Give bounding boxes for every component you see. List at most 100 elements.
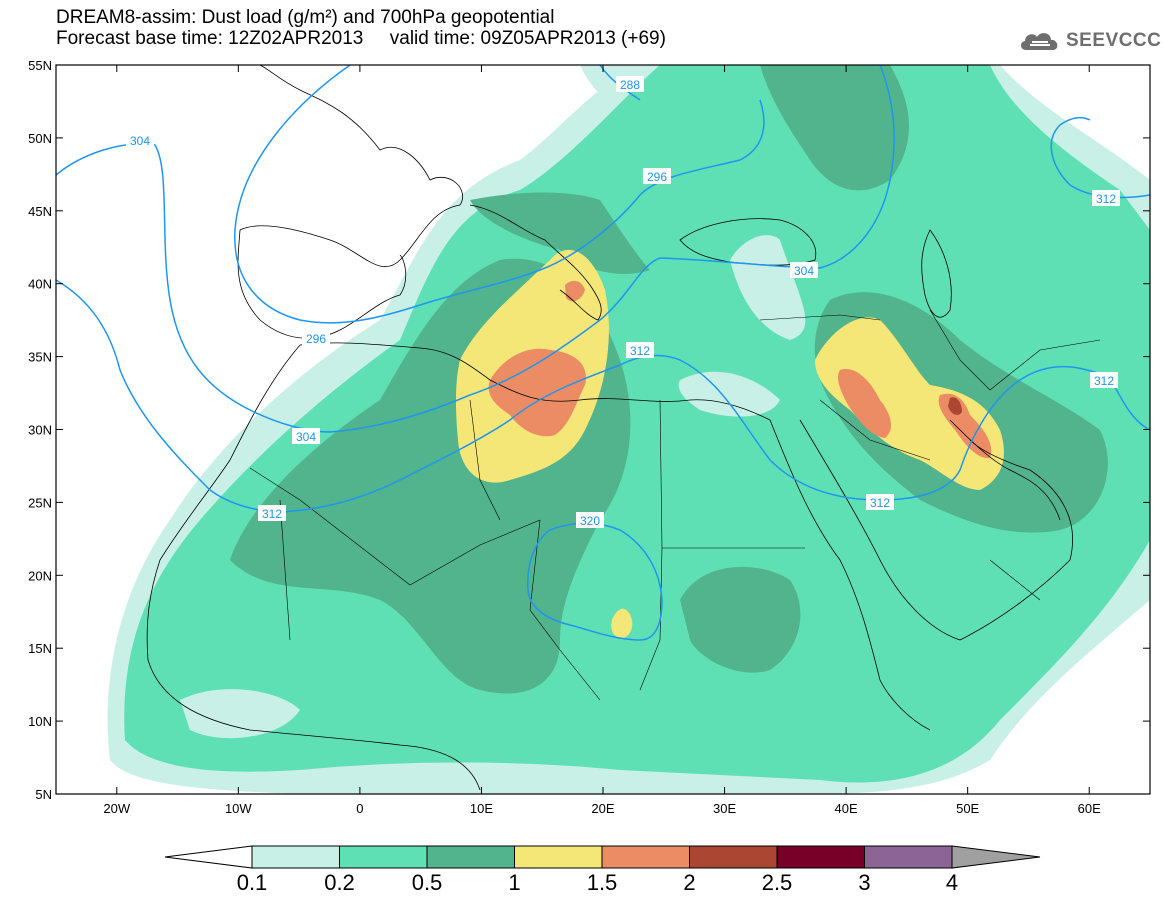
border-algeria-libya — [469, 399, 501, 521]
svg-text:304: 304 — [130, 134, 150, 148]
svg-text:304: 304 — [296, 430, 316, 444]
coastline-caspian — [921, 229, 952, 318]
colorbar-swatch — [426, 845, 515, 869]
lon-tick-label: 30E — [713, 801, 736, 816]
lon-tick-label: 10E — [470, 801, 493, 816]
lat-tick-label: 40N — [28, 277, 52, 292]
svg-text:296: 296 — [306, 332, 326, 346]
coastline-arabia — [799, 419, 1073, 641]
dust-region-0-5-east-sahara — [680, 566, 801, 673]
lat-tick-label: 55N — [28, 58, 52, 73]
lat-tick-label: 30N — [28, 423, 52, 438]
svg-text:312: 312 — [870, 496, 890, 510]
dust-region-0-2-hole-egypt — [678, 371, 780, 417]
colorbar-swatch — [776, 845, 865, 869]
contour-label: 304 — [790, 262, 818, 278]
svg-text:312: 312 — [630, 344, 650, 358]
border-chad — [529, 519, 601, 701]
contour-label: 312 — [1092, 190, 1120, 206]
colorbar-swatch — [251, 845, 340, 869]
contour-label-group: 288 296 304 304 296 312 304 312 312 320 … — [126, 76, 1120, 528]
colorbar-tick-label: 3 — [858, 870, 870, 895]
contour-label: 296 — [643, 168, 671, 184]
colorbar-tick-label: 4 — [946, 870, 958, 895]
lat-tick-label: 35N — [28, 350, 52, 365]
contour-label: 312 — [1090, 372, 1118, 388]
contour-label: 312 — [626, 342, 654, 358]
latitude-axis: 55N 50N 45N 40N 35N 30N 25N 20N 15N 10N 5N — [28, 58, 1150, 802]
colorbar-under-arrow — [164, 845, 253, 869]
seevccc-logo: SEEVCCC — [1018, 28, 1162, 54]
geopotential-contours — [56, 65, 1150, 641]
lat-tick-label: 45N — [28, 204, 52, 219]
dust-region-2-gulf — [948, 397, 962, 415]
contour-label: 288 — [616, 76, 644, 92]
contour-label: 296 — [302, 330, 330, 346]
contour-label: 304 — [126, 132, 154, 148]
coastline-black-sea — [679, 218, 817, 266]
longitude-axis: 20W 10W 0 10E 20E 30E 40E 50E 60E — [103, 65, 1101, 816]
colorbar-tick-label: 1 — [508, 870, 520, 895]
dust-region-1-5-iraq — [837, 369, 892, 438]
dust-region-1-5-libya — [488, 348, 586, 437]
svg-text:304: 304 — [794, 264, 814, 278]
border-saudi-iraq — [819, 399, 931, 461]
dust-region-0-5-north — [470, 192, 650, 274]
brand-name: SEEVCCC — [1066, 30, 1162, 51]
contour-label: 312 — [866, 494, 894, 510]
border-sudan-chad — [639, 547, 663, 691]
colorbar-swatch — [339, 845, 428, 869]
border-libya-egypt — [659, 399, 663, 549]
dust-region-0-2-hole-west — [180, 689, 300, 739]
border-sahel — [249, 467, 541, 586]
colorbar-tick-label: 1.5 — [587, 870, 618, 895]
svg-text:312: 312 — [262, 507, 282, 521]
cloud-logo-icon — [1020, 33, 1058, 50]
lon-tick-label: 20W — [103, 801, 130, 816]
coastline-red-sea — [769, 419, 931, 731]
svg-text:312: 312 — [1094, 374, 1114, 388]
coastline-iberia — [237, 229, 407, 339]
border-iran — [929, 309, 1101, 391]
colorbar: 0.1 0.2 0.5 1 1.5 2 2.5 3 4 — [164, 845, 1041, 895]
contour-304-west — [56, 279, 281, 513]
colorbar-tick-label: 0.5 — [412, 870, 443, 895]
dust-region-1-iraq — [815, 317, 1004, 490]
colorbar-tick-label: 2.5 — [762, 870, 793, 895]
map-subtitle: Forecast base time: 12Z02APR2013 valid t… — [56, 29, 666, 49]
colorbar-over-arrow — [951, 845, 1041, 869]
valid-time-label: valid time: 09Z05APR2013 (+69) — [389, 28, 666, 49]
coastline-west-africa — [146, 344, 481, 791]
colorbar-swatch — [864, 845, 953, 869]
colorbar-tick-label: 0.1 — [237, 870, 268, 895]
contour-label: 304 — [292, 428, 320, 444]
map-area: 288 296 304 304 296 312 304 312 312 320 … — [56, 65, 1150, 794]
coastline-europe — [239, 65, 463, 267]
coastline-gulf — [949, 419, 1061, 521]
lon-tick-label: 50E — [956, 801, 979, 816]
lat-tick-label: 20N — [28, 568, 52, 583]
map-title: DREAM8-assim: Dust load (g/m²) and 700hP… — [56, 7, 555, 28]
border-mali-niger — [279, 499, 291, 641]
dust-region-0-5-caucasus — [760, 65, 909, 191]
colorbar-swatch — [689, 845, 778, 869]
contour-312-south — [279, 354, 1111, 513]
dust-region-0-2 — [124, 65, 1150, 783]
lat-tick-label: 5N — [35, 787, 52, 802]
svg-text:312: 312 — [1096, 192, 1116, 206]
svg-text:288: 288 — [620, 78, 640, 92]
country-borders — [249, 309, 1101, 701]
coastlines — [146, 65, 1073, 791]
lat-tick-label: 10N — [28, 714, 52, 729]
coastline-north-africa — [299, 342, 771, 421]
dust-region-1-chad — [611, 608, 633, 639]
lon-tick-label: 20E — [591, 801, 614, 816]
colorbar-swatch — [601, 845, 690, 869]
colorbar-tick-label: 2 — [683, 870, 695, 895]
border-turkey-syria — [759, 314, 881, 321]
lat-tick-label: 50N — [28, 131, 52, 146]
svg-text:320: 320 — [580, 514, 600, 528]
lon-tick-label: 0 — [356, 801, 363, 816]
border-oman — [989, 559, 1041, 601]
